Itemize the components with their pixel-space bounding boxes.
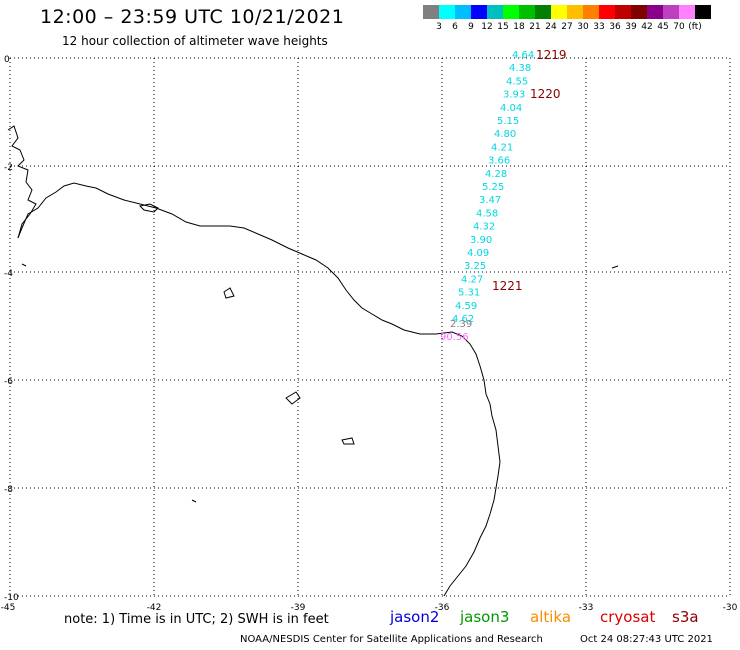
wave-height-value-gray: 2.39	[450, 319, 472, 330]
island-a	[138, 203, 159, 213]
legend-swatch	[663, 5, 679, 19]
wave-height-value: 3.90	[470, 235, 492, 246]
wave-height-value: 4.21	[491, 142, 513, 153]
satellite-jason2: jason2	[390, 608, 440, 626]
latitude-label: -2	[4, 163, 13, 173]
wave-height-value: 3.93	[503, 90, 525, 101]
longitude-label: -42	[147, 603, 162, 613]
legend-swatch	[487, 5, 503, 19]
satellite-s3a: s3a	[672, 608, 699, 626]
wave-height-value: 4.04	[500, 103, 522, 114]
legend-swatch	[583, 5, 599, 19]
wave-height-value: 4.27	[461, 274, 483, 285]
footer-note: note: 1) Time is in UTC; 2) SWH is in fe…	[64, 612, 329, 627]
legend-tick-label: 70	[673, 22, 685, 32]
legend-swatch	[567, 5, 583, 19]
color-scale-legend	[423, 5, 711, 19]
satellite-jason3: jason3	[460, 608, 510, 626]
map-title: 12:00 – 23:59 UTC 10/21/2021	[40, 6, 345, 28]
wave-height-value: 3.25	[464, 261, 486, 272]
island-f	[21, 263, 27, 267]
legend-tick-label: 45	[657, 22, 669, 32]
wave-height-value: 4.64	[512, 50, 534, 61]
wave-height-value: 4.28	[485, 169, 507, 180]
wave-height-value: 5.15	[497, 116, 519, 127]
longitude-label: -36	[435, 603, 450, 613]
wave-height-value: 5.25	[482, 182, 504, 193]
satellite-cryosat: cryosat	[600, 608, 656, 626]
map-subtitle: 12 hour collection of altimeter wave hei…	[62, 34, 328, 48]
legend-tick-label: 3	[436, 22, 442, 32]
wave-height-value: 4.09	[467, 248, 489, 259]
wave-height-value: 4.80	[494, 129, 516, 140]
wave-height-value: 3.66	[488, 156, 510, 167]
legend-swatch	[519, 5, 535, 19]
legend-tick-label: 21	[529, 22, 541, 32]
longitude-label: -45	[1, 603, 16, 613]
island-g	[191, 499, 197, 503]
legend-tick-label: 15	[497, 22, 509, 32]
island-b	[223, 287, 235, 299]
legend-swatch	[551, 5, 567, 19]
legend-swatch	[599, 5, 615, 19]
latitude-label: 0	[4, 55, 10, 65]
legend-tick-label: 6	[452, 22, 458, 32]
wave-height-value: 4.55	[506, 76, 528, 87]
legend-tick-label: 33	[593, 22, 605, 32]
track-time-label: 1221	[492, 279, 523, 293]
legend-swatch	[679, 5, 695, 19]
longitude-label: -39	[291, 603, 306, 613]
legend-swatch	[439, 5, 455, 19]
track-time-label: 1219	[536, 48, 567, 62]
altimeter-track: 4.64 4.38 4.55 3.93 4.04 5.15 4.80 4.21 3.66 4.28…	[440, 48, 567, 343]
island-c	[285, 391, 301, 405]
legend-swatch	[615, 5, 631, 19]
track-time-label: 1220	[530, 87, 561, 101]
credit-line: NOAA/NESDIS Center for Satellite Applica…	[240, 634, 543, 645]
coastline-northwest-fragment	[7, 125, 37, 239]
legend-swatch	[471, 5, 487, 19]
legend-tick-label: 39	[625, 22, 637, 32]
latitude-label: -6	[4, 377, 13, 387]
wave-height-value: 4.38	[509, 63, 531, 74]
legend-swatch	[647, 5, 663, 19]
legend-tick-label: 36	[609, 22, 621, 32]
wave-height-value: 3.47	[479, 195, 501, 206]
axis-labels: 0 -2 -4 -6 -8 -10-45 -42 -39 -36 -33 -30	[1, 55, 738, 613]
legend-tick-label: 30	[577, 22, 589, 32]
island-d	[341, 437, 355, 445]
wave-height-value-pink: 90.56	[440, 332, 469, 343]
legend-tick-label: 27	[561, 22, 573, 32]
island-e	[611, 265, 619, 269]
wave-height-value: 5.31	[458, 288, 480, 299]
legend-tick-label: 9	[468, 22, 474, 32]
satellite-altika: altika	[530, 608, 572, 626]
legend-swatch	[503, 5, 519, 19]
legend-swatch	[631, 5, 647, 19]
legend-tick-label: 12	[481, 22, 493, 32]
legend-tick-label: (ft)	[688, 22, 702, 32]
latitude-label: -4	[4, 269, 13, 279]
longitude-label: -30	[723, 603, 738, 613]
timestamp: Oct 24 08:27:43 UTC 2021	[580, 634, 713, 645]
legend-swatch	[423, 5, 439, 19]
wave-height-value: 4.59	[455, 301, 477, 312]
legend-swatch	[455, 5, 471, 19]
legend-tick-label: 18	[513, 22, 525, 32]
legend-swatch	[535, 5, 551, 19]
legend-tick-label: 24	[545, 22, 557, 32]
latitude-label: -8	[4, 485, 13, 495]
wave-height-value: 4.62	[452, 314, 474, 325]
brazil-coastline	[17, 182, 501, 597]
longitude-label: -33	[579, 603, 594, 613]
legend-swatch	[695, 5, 711, 19]
wave-height-value: 4.32	[473, 222, 495, 233]
wave-height-value: 4.58	[476, 208, 498, 219]
lat-lon-grid	[9, 57, 731, 597]
legend-tick-label: 42	[641, 22, 653, 32]
latitude-label: -10	[4, 593, 19, 603]
